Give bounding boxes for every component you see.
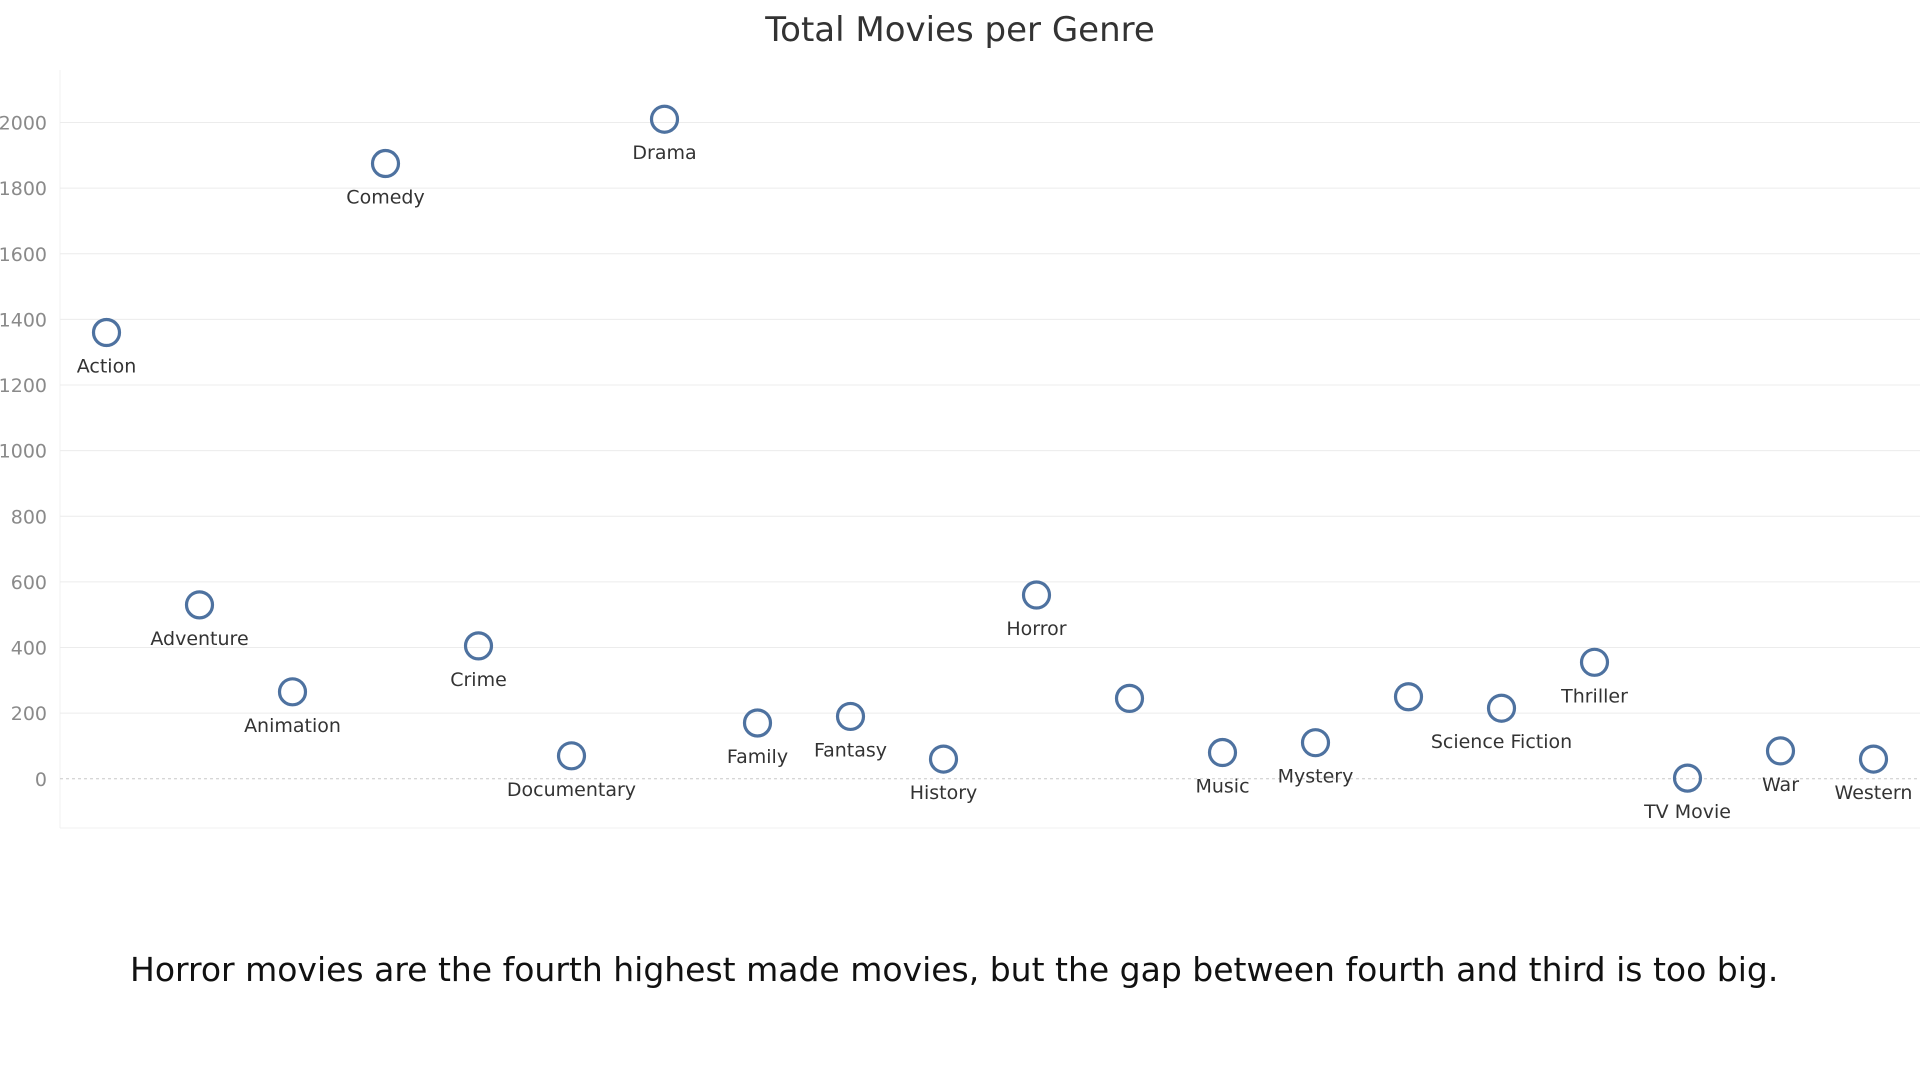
data-label: Adventure bbox=[150, 628, 248, 650]
plot-frame bbox=[59, 70, 1920, 829]
data-point bbox=[184, 590, 215, 620]
data-point bbox=[1765, 736, 1796, 766]
data-label: Western bbox=[1835, 782, 1913, 804]
data-point bbox=[277, 677, 308, 707]
y-tick-label: 1200 bbox=[0, 375, 47, 397]
y-axis-ticks: 0 200 400 600 800 1000 1200 1400 1600 1800 2000 bbox=[0, 113, 47, 791]
chart-caption: Horror movies are the fourth highest mad… bbox=[130, 950, 1779, 989]
y-tick-label: 1600 bbox=[0, 244, 47, 266]
scatter-chart: 0 200 400 600 800 1000 1200 1400 1600 1800 2000 Ac… bbox=[0, 70, 1920, 829]
data-label: War bbox=[1762, 774, 1799, 796]
data-point bbox=[928, 744, 959, 774]
data-label: Fantasy bbox=[814, 739, 887, 761]
data-point bbox=[1672, 763, 1703, 793]
y-tick-label: 800 bbox=[11, 506, 47, 528]
data-label: History bbox=[910, 782, 978, 804]
data-label: Documentary bbox=[507, 779, 636, 801]
y-tick-label: 1400 bbox=[0, 309, 47, 331]
data-label: Action bbox=[77, 356, 137, 378]
data-point bbox=[1579, 647, 1610, 677]
y-tick-label: 1800 bbox=[0, 178, 47, 200]
y-tick-label: 0 bbox=[35, 769, 47, 791]
data-point bbox=[1207, 737, 1238, 768]
data-label: Science Fiction bbox=[1431, 731, 1572, 753]
y-tick-label: 400 bbox=[11, 638, 47, 660]
data-points: Action Adventure Animation Comedy Crime Docum… bbox=[77, 104, 1913, 823]
data-point bbox=[1858, 744, 1889, 774]
data-point bbox=[649, 104, 680, 134]
data-point bbox=[556, 741, 587, 771]
data-point bbox=[91, 317, 122, 348]
data-label: Drama bbox=[632, 142, 696, 164]
data-point bbox=[835, 701, 866, 732]
data-point bbox=[463, 631, 494, 661]
data-label: Comedy bbox=[346, 187, 424, 209]
data-label: Mystery bbox=[1278, 766, 1354, 788]
data-label: Family bbox=[727, 746, 788, 768]
data-point bbox=[1114, 683, 1145, 713]
data-point bbox=[1393, 682, 1424, 712]
data-label: Music bbox=[1195, 776, 1249, 798]
data-point bbox=[1021, 580, 1052, 610]
y-tick-label: 200 bbox=[11, 703, 47, 725]
data-point bbox=[1300, 728, 1331, 758]
data-label: TV Movie bbox=[1643, 801, 1731, 823]
data-label: Horror bbox=[1006, 618, 1066, 640]
data-label: Thriller bbox=[1560, 685, 1628, 707]
y-tick-label: 1000 bbox=[0, 441, 47, 463]
gridlines bbox=[60, 122, 1920, 780]
data-label: Animation bbox=[244, 715, 341, 737]
y-tick-label: 2000 bbox=[0, 113, 47, 135]
data-point bbox=[1486, 693, 1517, 723]
y-tick-label: 600 bbox=[11, 572, 47, 594]
data-point bbox=[742, 708, 773, 738]
chart-title: Total Movies per Genre bbox=[765, 10, 1155, 50]
data-point bbox=[370, 148, 401, 179]
data-label: Crime bbox=[450, 669, 507, 691]
